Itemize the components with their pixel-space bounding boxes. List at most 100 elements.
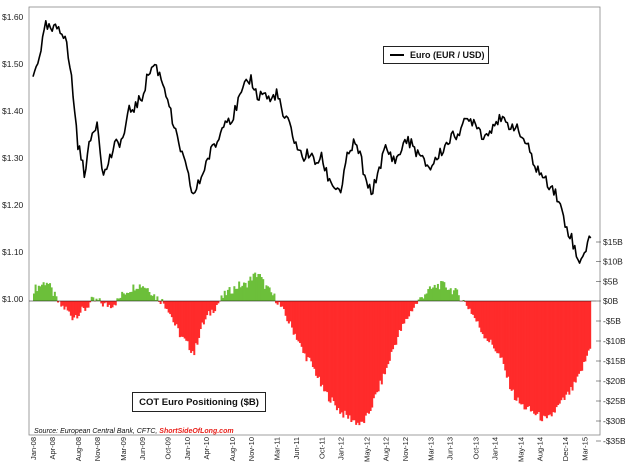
cot-bar bbox=[517, 301, 520, 398]
cot-bar bbox=[395, 301, 398, 345]
cot-bar bbox=[526, 301, 529, 407]
cot-bar bbox=[464, 301, 467, 302]
cot-bar bbox=[161, 298, 164, 301]
cot-bar bbox=[85, 301, 88, 308]
cot-bar bbox=[576, 301, 579, 377]
cot-bar bbox=[359, 301, 362, 422]
cot-bar bbox=[92, 297, 95, 301]
cot-bar bbox=[504, 301, 507, 371]
cot-bar bbox=[103, 301, 106, 304]
cot-bar bbox=[393, 301, 396, 346]
cot-bar bbox=[308, 301, 311, 358]
cot-bar bbox=[267, 286, 270, 301]
cot-bar bbox=[125, 292, 128, 301]
cot-bar bbox=[496, 301, 499, 354]
cot-bar bbox=[427, 289, 430, 301]
x-tick-label: Jan-12 bbox=[337, 437, 346, 460]
x-tick-label: Mar-15 bbox=[580, 437, 589, 461]
cot-bar bbox=[534, 301, 537, 416]
cot-bar bbox=[371, 301, 374, 408]
cot-bar bbox=[236, 288, 239, 301]
right-tick-label: -$35B bbox=[603, 436, 625, 446]
cot-bar bbox=[566, 301, 569, 392]
cot-bar bbox=[113, 301, 116, 305]
cot-bar bbox=[286, 301, 289, 322]
cot-bar bbox=[323, 301, 326, 392]
cot-bar bbox=[244, 282, 247, 301]
cot-bar bbox=[361, 301, 364, 422]
cot-bar bbox=[545, 301, 548, 419]
left-tick-label: $1.30 bbox=[2, 153, 24, 163]
cot-bar bbox=[196, 301, 199, 345]
cot-bar bbox=[380, 301, 383, 385]
cot-bar bbox=[101, 301, 104, 307]
cot-bar bbox=[132, 284, 135, 301]
cot-bar bbox=[587, 301, 590, 351]
cot-bar bbox=[589, 301, 592, 349]
cot-bar bbox=[422, 298, 425, 301]
cot-bar bbox=[49, 283, 52, 301]
right-tick-label: $0B bbox=[603, 296, 618, 306]
cot-bar bbox=[233, 286, 236, 301]
cot-bar bbox=[60, 301, 63, 307]
cot-bar bbox=[238, 281, 241, 301]
cot-bar bbox=[33, 293, 35, 301]
left-tick-label: $1.60 bbox=[2, 12, 24, 22]
cot-bar bbox=[520, 301, 523, 405]
cot-bar bbox=[105, 301, 108, 303]
cot-bar bbox=[178, 301, 181, 338]
cot-bar bbox=[343, 301, 346, 411]
x-tick-label: Dec-14 bbox=[561, 437, 570, 461]
cot-bar bbox=[483, 301, 486, 339]
cot-bar bbox=[577, 301, 580, 374]
cot-bar bbox=[465, 301, 468, 306]
cot-bar bbox=[268, 287, 271, 301]
cot-bar bbox=[353, 301, 356, 421]
cot-bar bbox=[385, 301, 388, 368]
cot-bar bbox=[440, 281, 443, 301]
cot-bar bbox=[281, 301, 284, 307]
cot-bar bbox=[571, 301, 574, 391]
cot-bar bbox=[513, 301, 516, 401]
cot-bar bbox=[116, 298, 119, 301]
cot-bar bbox=[319, 301, 322, 387]
cot-bar bbox=[541, 301, 544, 422]
source-prefix: Source: European Central Bank, CFTC, bbox=[34, 428, 158, 435]
cot-bar bbox=[467, 301, 470, 310]
cot-bar bbox=[491, 301, 494, 345]
cot-bar bbox=[348, 301, 351, 416]
cot-bar bbox=[275, 301, 278, 304]
cot-bar bbox=[581, 301, 584, 371]
cot-bar bbox=[433, 284, 436, 301]
cot-bar bbox=[339, 301, 342, 414]
cot-bar bbox=[420, 297, 423, 301]
cot-bar bbox=[552, 301, 555, 413]
cot-bar bbox=[544, 301, 547, 417]
cot-bar bbox=[321, 301, 324, 385]
cot-bar bbox=[257, 273, 260, 301]
x-tick-label: Jan-14 bbox=[491, 437, 500, 460]
cot-bar bbox=[428, 286, 431, 301]
right-tick-label: $10B bbox=[603, 257, 623, 267]
cot-bar bbox=[351, 301, 354, 421]
cot-bar bbox=[124, 294, 127, 301]
cot-bar bbox=[452, 290, 455, 301]
x-tick-label: Aug-14 bbox=[536, 437, 545, 461]
cot-bar bbox=[488, 301, 491, 343]
x-tick-label: Nov-10 bbox=[247, 437, 256, 461]
cot-bar bbox=[573, 301, 576, 382]
cot-bar bbox=[145, 288, 148, 301]
x-tick-label: May-12 bbox=[362, 437, 371, 462]
right-axis-ticks: $15B $10B $5B $0B -$5B -$10B -$15B -$20B -$25B -$… bbox=[596, 237, 625, 446]
x-tick-label: Jun-11 bbox=[292, 437, 301, 459]
cot-bar bbox=[542, 301, 545, 416]
cot-bar bbox=[190, 301, 193, 353]
x-tick-label: Jan-08 bbox=[29, 437, 38, 460]
cot-bar bbox=[441, 281, 444, 301]
cot-bar bbox=[525, 301, 528, 410]
x-tick-label: Jun-09 bbox=[138, 437, 147, 460]
cot-bar bbox=[247, 280, 250, 301]
left-tick-label: $1.20 bbox=[2, 200, 24, 210]
source-note: Source: European Central Bank, CFTC, Sho… bbox=[34, 428, 234, 435]
x-tick-label: Mar-13 bbox=[427, 437, 436, 461]
